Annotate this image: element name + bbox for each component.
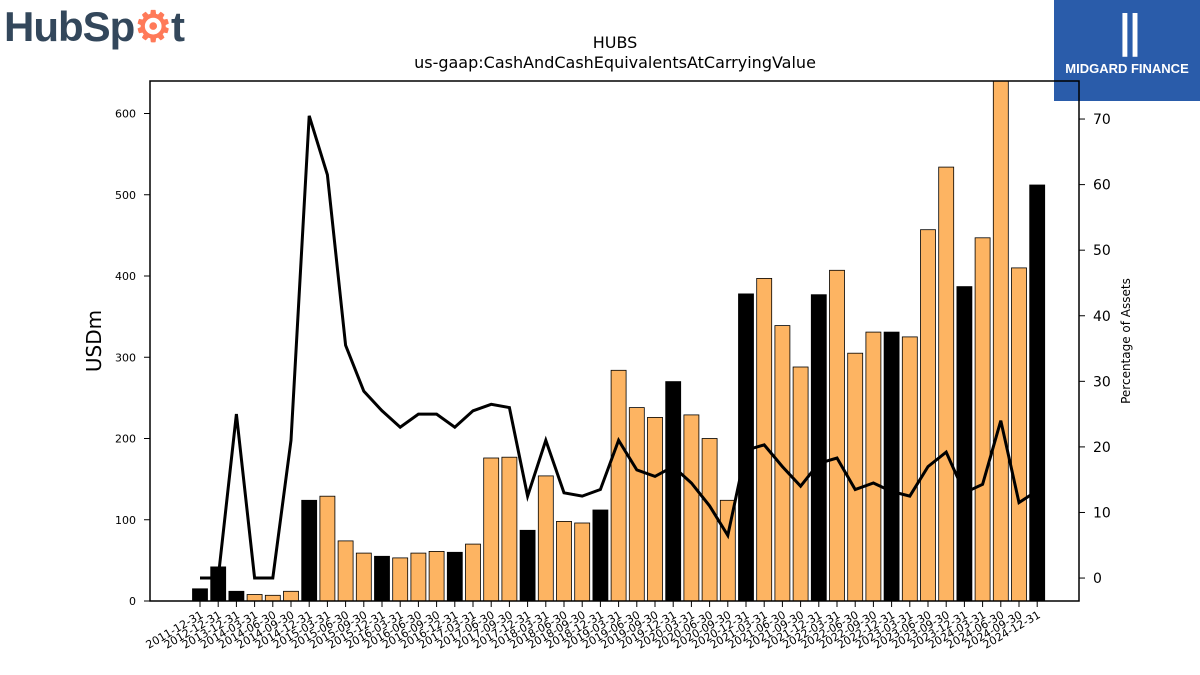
pct-assets-line [200, 115, 1039, 580]
bar-2020-06-30 [701, 438, 718, 602]
bar-2016-06-30 [410, 552, 427, 602]
bar-2024-03-31 [974, 237, 991, 602]
bar-2017-12-31 [519, 529, 536, 602]
hubspot-logo-text-b: t [170, 3, 185, 50]
bar-2015-12-31 [374, 555, 390, 602]
bar-2015-09-30 [355, 552, 372, 602]
hubspot-logo-text-a: HubSp [4, 3, 135, 50]
y2-tick-label: 60 [1093, 178, 1111, 194]
chart-subtitle: us-gaap:CashAndCashEquivalentsAtCarrying… [414, 53, 816, 72]
y-axis-label: USDm [82, 310, 106, 372]
bar-2016-12-31 [446, 551, 463, 602]
bar-2023-09-30 [938, 166, 955, 602]
bar-2014-09-30 [283, 590, 299, 602]
y-tick-label: 0 [129, 595, 136, 608]
midgard-logo-name: MIDGARD FINANCE [1065, 61, 1189, 76]
bar-2019-03-31 [610, 369, 627, 602]
bar-2018-03-31 [537, 475, 554, 602]
y-tick-label: 400 [115, 270, 136, 283]
bar-2022-09-30 [865, 331, 882, 602]
chart-title: HUBS [593, 33, 638, 52]
y2-tick-label: 50 [1093, 243, 1111, 259]
hubspot-logo: HubSp⚙t [4, 2, 185, 51]
y2-tick-label: 0 [1093, 571, 1102, 587]
bar-2024-06-30 [992, 80, 1009, 602]
y-tick-label: 100 [115, 514, 136, 527]
bar-2019-09-30 [647, 416, 663, 602]
y-tick-label: 200 [115, 433, 136, 446]
bar-2021-12-31 [810, 294, 827, 602]
y2-tick-label: 40 [1093, 309, 1111, 325]
y2-tick-label: 20 [1093, 440, 1111, 456]
bar-2016-03-31 [392, 557, 409, 602]
bar-2022-03-31 [829, 269, 845, 602]
bar-2024-09-30 [1011, 267, 1027, 602]
bar-2023-12-31 [956, 286, 973, 602]
bar-2024-12-31 [1029, 184, 1046, 602]
bar-2014-03-31 [246, 594, 263, 602]
y2-tick-label: 10 [1093, 505, 1111, 521]
bar-2011-12-31 [192, 588, 208, 602]
bar-2017-03-31 [465, 543, 481, 602]
bar-2014-12-31 [301, 499, 318, 602]
bar-2016-09-30 [428, 551, 445, 602]
bar-2013-12-31 [228, 590, 245, 602]
hubspot-sprocket-icon: ⚙ [134, 3, 172, 50]
bar-2018-09-30 [574, 522, 591, 602]
bar-2021-06-30 [774, 325, 791, 602]
bar-2023-03-31 [901, 336, 918, 602]
bar-2019-12-31 [665, 381, 682, 602]
y2-axis-label: Percentage of Assets [1119, 278, 1133, 404]
bar-2015-06-30 [337, 540, 354, 602]
y-tick-label: 600 [115, 108, 136, 121]
midgard-mark-icon: || [1116, 6, 1143, 57]
bar-2021-03-31 [756, 277, 773, 602]
plot-frame [149, 80, 1080, 602]
bar-2020-03-31 [683, 414, 700, 602]
bar-2019-06-30 [628, 407, 645, 602]
bar-2022-12-31 [883, 331, 900, 602]
y2-tick-label: 70 [1093, 112, 1111, 128]
bar-2023-06-30 [920, 229, 936, 602]
bar-2018-12-31 [592, 509, 609, 602]
bar-2014-06-30 [264, 594, 281, 602]
bar-2017-09-30 [501, 456, 518, 602]
y-tick-label: 500 [115, 189, 136, 202]
bar-2018-06-30 [556, 521, 572, 602]
bar-2017-06-30 [483, 457, 500, 602]
bar-2022-06-30 [847, 352, 864, 602]
y-tick-label: 300 [115, 351, 136, 364]
bar-2015-03-31 [319, 495, 336, 602]
y2-tick-label: 30 [1093, 374, 1111, 390]
